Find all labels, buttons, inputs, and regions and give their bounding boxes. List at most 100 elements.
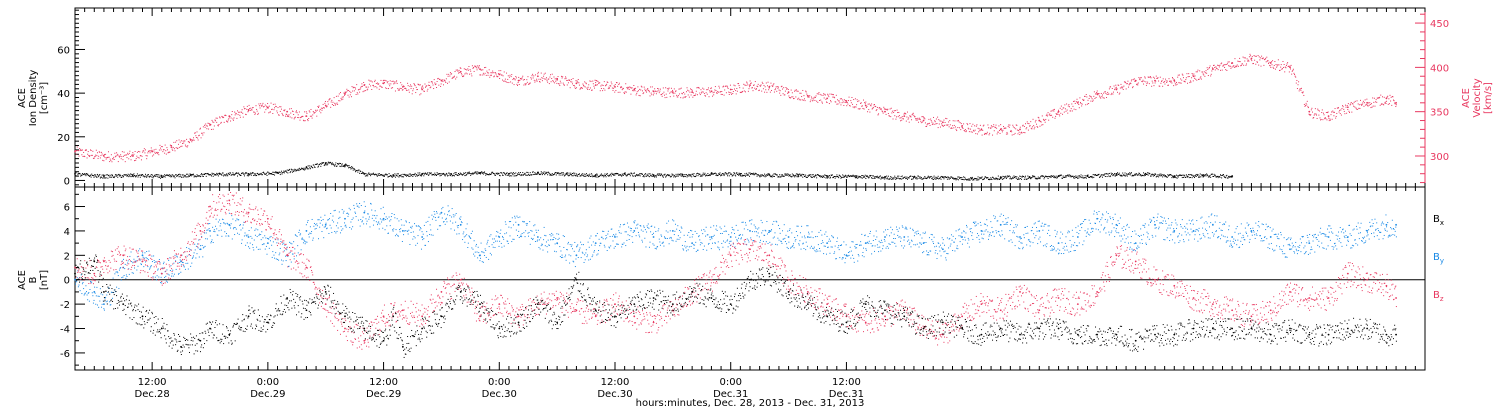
velocity-dot xyxy=(652,86,653,87)
velocity-dot xyxy=(146,155,147,156)
velocity-dot xyxy=(413,83,414,84)
density-dot xyxy=(398,173,399,174)
density-dot xyxy=(75,175,76,176)
velocity-dot xyxy=(360,87,361,88)
velocity-dot xyxy=(917,118,918,119)
velocity-dot xyxy=(572,83,573,84)
density-dot xyxy=(781,174,782,175)
density-dot xyxy=(703,173,704,174)
density-dot xyxy=(492,172,493,173)
velocity-dot xyxy=(426,85,427,86)
density-dot xyxy=(667,174,668,175)
velocity-dot xyxy=(893,112,894,113)
density-dot xyxy=(927,178,928,179)
velocity-dot xyxy=(116,152,117,153)
velocity-dot xyxy=(83,152,84,153)
density-dot xyxy=(742,176,743,177)
density-dot xyxy=(227,174,228,175)
velocity-dot xyxy=(1332,111,1333,112)
velocity-dot xyxy=(1249,56,1250,57)
velocity-dot xyxy=(517,85,518,86)
velocity-dot xyxy=(1322,109,1323,110)
density-dot xyxy=(673,174,674,175)
density-dot xyxy=(287,172,288,173)
velocity-dot xyxy=(638,90,639,91)
density-dot xyxy=(1068,176,1069,177)
velocity-dot xyxy=(1225,64,1226,65)
density-dot xyxy=(1023,176,1024,177)
density-dot xyxy=(1174,177,1175,178)
density-dot xyxy=(1108,175,1109,176)
velocity-dot xyxy=(845,102,846,103)
density-dot xyxy=(606,174,607,175)
velocity-dot xyxy=(1105,93,1106,94)
velocity-dot xyxy=(746,82,747,83)
density-dot xyxy=(684,174,685,175)
velocity-dot xyxy=(118,155,119,156)
velocity-dot xyxy=(559,84,560,85)
velocity-dot xyxy=(555,81,556,82)
velocity-point xyxy=(749,84,751,86)
velocity-dot xyxy=(609,88,610,89)
velocity-dot xyxy=(1346,113,1347,114)
density-dot xyxy=(906,178,907,179)
density-dot xyxy=(395,177,396,178)
velocity-dot xyxy=(194,140,195,141)
velocity-dot xyxy=(1062,114,1063,115)
density-dot xyxy=(835,178,836,179)
velocity-dot xyxy=(179,139,180,140)
density-dot xyxy=(437,172,438,173)
velocity-dot xyxy=(700,89,701,90)
density-dot xyxy=(857,178,858,179)
density-dot xyxy=(1085,177,1086,178)
density-dot xyxy=(232,172,233,173)
velocity-dot xyxy=(373,85,374,86)
velocity-dot xyxy=(1385,103,1386,104)
velocity-dot xyxy=(175,142,176,143)
velocity-point xyxy=(691,91,693,93)
density-dot xyxy=(165,177,166,178)
velocity-dot xyxy=(1339,112,1340,113)
velocity-dot xyxy=(183,141,184,142)
velocity-dot xyxy=(1050,115,1051,116)
density-dot xyxy=(401,174,402,175)
density-dot xyxy=(306,167,307,168)
velocity-dot xyxy=(433,88,434,89)
velocity-dot xyxy=(129,153,130,154)
velocity-dot xyxy=(260,103,261,104)
density-dot xyxy=(721,175,722,176)
density-dot xyxy=(645,173,646,174)
velocity-dot xyxy=(482,75,483,76)
velocity-dot xyxy=(1160,83,1161,84)
density-dot xyxy=(548,172,549,173)
velocity-dot xyxy=(364,84,365,85)
density-dot xyxy=(1022,177,1023,178)
density-dot xyxy=(1064,177,1065,178)
velocity-dot xyxy=(110,160,111,161)
density-dot xyxy=(715,173,716,174)
velocity-dot xyxy=(1177,84,1178,85)
density-dot xyxy=(767,175,768,176)
velocity-dot xyxy=(871,105,872,106)
velocity-dot xyxy=(972,124,973,125)
density-dot xyxy=(574,175,575,176)
velocity-dot xyxy=(1110,86,1111,87)
velocity-dot xyxy=(120,154,121,155)
velocity-dot xyxy=(375,80,376,81)
velocity-dot xyxy=(751,82,752,83)
velocity-dot xyxy=(478,68,479,69)
velocity-dot xyxy=(597,84,598,85)
velocity-dot xyxy=(1200,76,1201,77)
density-dot xyxy=(1001,178,1002,179)
density-dot xyxy=(715,175,716,176)
velocity-dot xyxy=(1358,103,1359,104)
density-dot xyxy=(834,176,835,177)
density-dot xyxy=(671,176,672,177)
density-dot xyxy=(727,175,728,176)
velocity-dot xyxy=(1067,110,1068,111)
velocity-dot xyxy=(1189,76,1190,77)
velocity-dot xyxy=(203,126,204,127)
density-dot xyxy=(387,174,388,175)
density-dot xyxy=(1002,179,1003,180)
velocity-dot xyxy=(483,73,484,74)
